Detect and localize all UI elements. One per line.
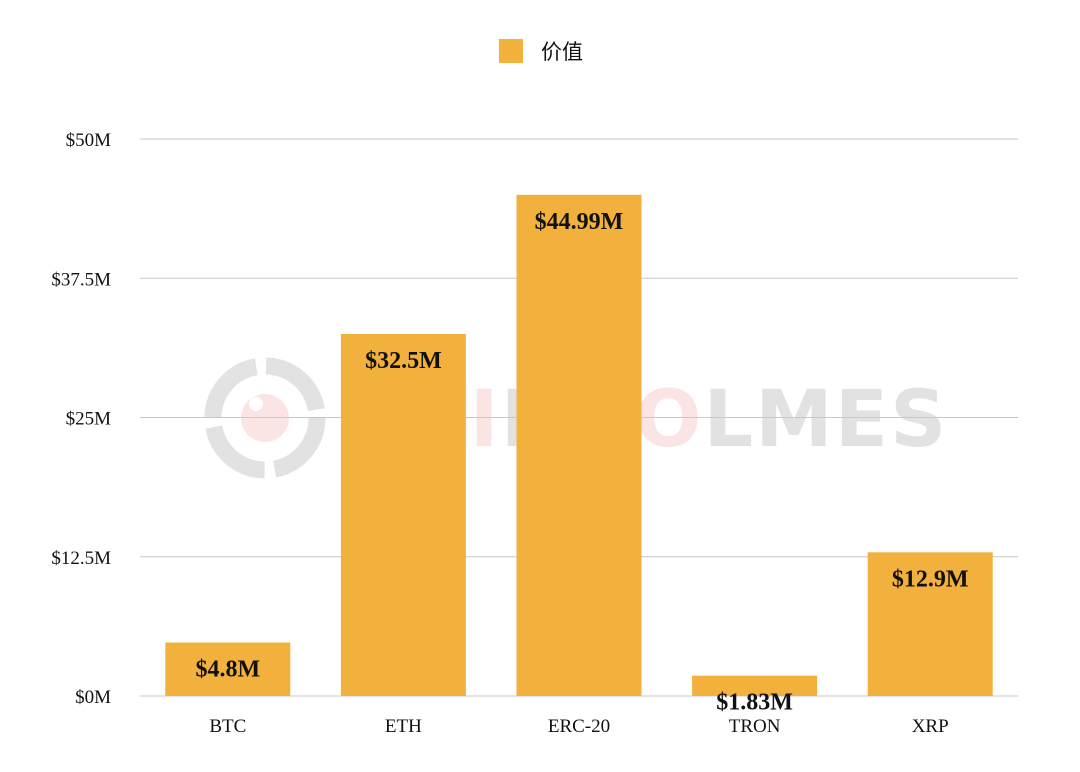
legend-swatch [499,39,523,63]
bar-btc [165,642,291,696]
y-tick-label: $12.5M [51,548,111,569]
data-label-tron: $1.83M [716,690,793,716]
x-tick-label: XRP [912,716,949,737]
bar-data-labels: $4.8M $32.5M $44.99M $1.83M $12.9M [195,209,968,716]
y-tick-label: $0M [75,687,111,708]
y-tick-label: $25M [66,409,112,430]
legend-label: 价值 [541,40,583,64]
x-tick-label: ERC-20 [548,716,610,737]
y-tick-label: $50M [66,130,112,151]
data-label-erc-20: $44.99M [535,209,624,235]
chart-legend: 价值 [499,39,583,64]
y-tick-label: $37.5M [51,269,111,290]
y-axis-labels: $0M $12.5M $25M $37.5M $50M [51,130,111,708]
data-label-eth: $32.5M [365,348,442,374]
x-tick-label: ETH [385,716,422,737]
bar-xrp [867,552,993,696]
data-label-btc: $4.8M [195,657,260,683]
bar-tron [692,675,818,696]
data-label-xrp: $12.9M [892,566,969,592]
x-axis-labels: BTC ETH ERC-20 TRON XRP [209,716,948,737]
bar-erc-20 [516,194,642,696]
bar-series [165,194,993,696]
x-tick-label: BTC [209,716,246,737]
x-tick-label: TRON [729,716,781,737]
bar-eth [340,333,466,696]
